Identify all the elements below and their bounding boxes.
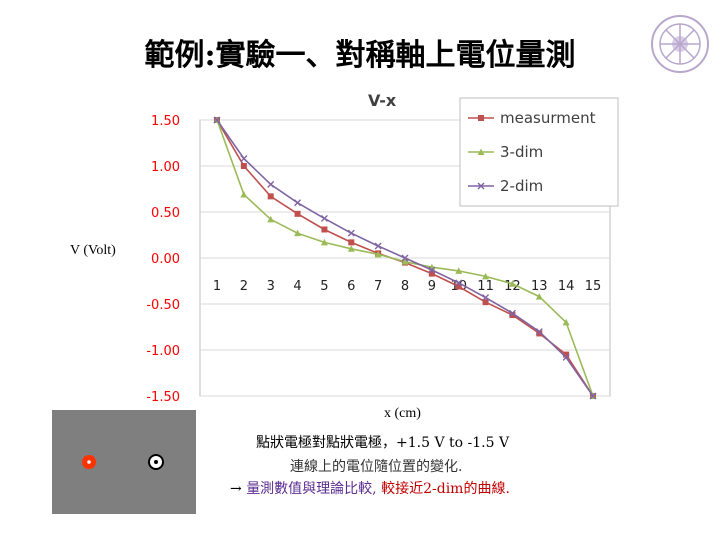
- point-2-dim: [482, 294, 490, 302]
- electrode-demo-image: [52, 410, 196, 514]
- university-seal-icon: [651, 15, 709, 73]
- point-measurment: [348, 239, 355, 246]
- note-line-2: 連線上的電位隨位置的變化.: [290, 459, 463, 475]
- point-3-dim: [455, 267, 463, 274]
- x-tick-label: 13: [531, 279, 548, 294]
- y-tick-label: -0.50: [146, 298, 180, 313]
- x-tick-labels: 123456789101112131415: [213, 279, 601, 294]
- y-tick-label: 0.50: [151, 206, 180, 221]
- chart-legend: measurment 3-dim 2-dim: [459, 97, 619, 207]
- point-2-dim: [374, 242, 382, 250]
- x-tick-label: 11: [477, 279, 494, 294]
- point-3-dim: [482, 272, 490, 280]
- note-line-3: → 量測數值與理論比較, 較接近2-dim的曲線.: [230, 478, 510, 498]
- point-measurment: [240, 163, 247, 169]
- point-3-dim: [294, 229, 302, 237]
- x-tick-label: 4: [293, 279, 301, 294]
- point-2-dim: [320, 214, 328, 222]
- point-2-dim: [240, 155, 248, 163]
- x-tick-label: 6: [347, 279, 355, 294]
- point-2-dim: [535, 328, 543, 336]
- point-3-dim: [240, 191, 248, 198]
- y-axis-label: V (Volt): [70, 243, 116, 258]
- x-tick-label: 14: [558, 279, 575, 294]
- x-tick-label: 3: [267, 279, 275, 294]
- point-2-dim: [562, 353, 570, 361]
- point-2-dim: [455, 279, 463, 287]
- x-tick-label: 2: [240, 279, 248, 294]
- y-tick-labels: 1.50 1.00 0.50 0.00 -0.50 -1.00 -1.50: [146, 114, 180, 405]
- x-tick-label: 7: [374, 279, 382, 294]
- chart-title: V-x: [368, 91, 397, 110]
- point-measurment: [294, 210, 301, 217]
- point-measurment: [509, 312, 516, 319]
- point-2-dim: [347, 229, 355, 237]
- point-3-dim: [562, 318, 570, 326]
- point-measurment: [321, 226, 328, 233]
- chart-container: V-x 1.50 1.00 0.50 0.00 -0.50 -1.00 -1.50 1 2 3 4…: [140, 90, 620, 410]
- x-tick-label: 8: [401, 279, 409, 294]
- vx-chart: V-x 1.50 1.00 0.50 0.00 -0.50 -1.00 -1.50 1 2 3 4…: [146, 91, 619, 405]
- point-3-dim: [267, 215, 275, 223]
- point-3-dim: [401, 258, 409, 265]
- note-line-3-a: 量測數值與理論比較,: [246, 481, 377, 497]
- note-line-1: 點狀電極對點狀電極，+1.5 V to -1.5 V: [256, 435, 510, 451]
- point-3-dim: [347, 245, 355, 252]
- legend-entry: measurment: [500, 109, 596, 127]
- y-tick-label: 1.00: [151, 160, 180, 175]
- x-tick-label: 15: [585, 279, 602, 294]
- point-3-dim: [508, 280, 516, 287]
- point-3-dim: [320, 238, 328, 246]
- point-measurment: [563, 351, 570, 358]
- point-2-dim: [401, 254, 409, 262]
- x-tick-label: 5: [320, 279, 328, 294]
- point-2-dim: [508, 309, 516, 317]
- x-tick-label: 9: [428, 279, 436, 294]
- y-tick-label: -1.00: [146, 344, 180, 359]
- chart-series: [213, 116, 597, 400]
- point-measurment: [536, 330, 543, 337]
- point-measurment: [455, 283, 462, 290]
- legend-entry: 2-dim: [500, 177, 543, 195]
- point-2-dim: [294, 199, 302, 207]
- y-tick-label: 1.50: [151, 114, 180, 129]
- point-2-dim: [267, 180, 275, 188]
- point-3-dim: [535, 293, 543, 300]
- point-2-dim: [589, 392, 597, 400]
- x-tick-label: 1: [213, 279, 221, 294]
- point-2-dim: [213, 116, 221, 124]
- point-3-dim: [374, 250, 382, 258]
- y-tick-label: 0.00: [151, 252, 180, 267]
- arrow-icon: →: [230, 481, 242, 497]
- point-measurment: [482, 299, 489, 306]
- point-measurment: [267, 193, 274, 200]
- point-measurment: [428, 270, 435, 277]
- page-title: 範例:實驗一、對稱軸上電位量測: [144, 38, 576, 73]
- x-axis-label: x (cm): [384, 406, 421, 421]
- legend-entry: 3-dim: [500, 143, 543, 161]
- y-tick-label: -1.50: [146, 390, 180, 405]
- note-line-3-b: 較接近2-dim的曲線.: [381, 481, 510, 497]
- point-2-dim: [428, 266, 436, 274]
